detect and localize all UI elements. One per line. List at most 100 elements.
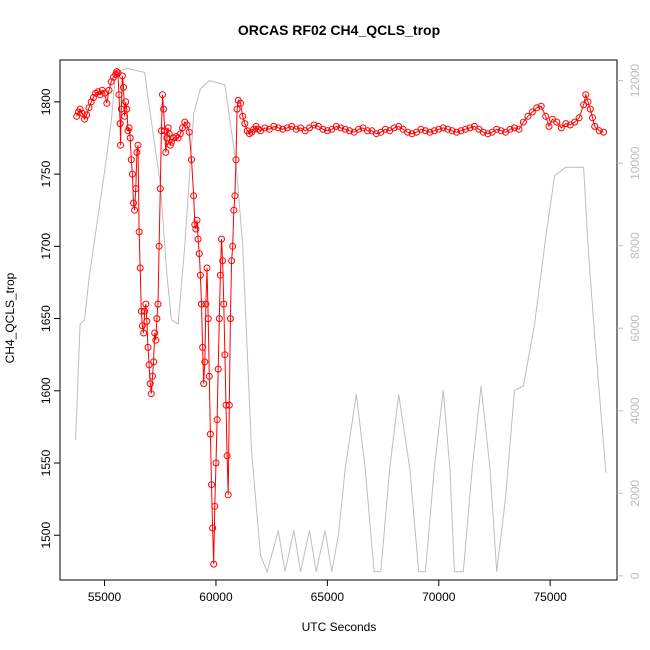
ch4-point: [135, 228, 143, 236]
ch4-point: [241, 120, 249, 128]
altitude-series: [75, 67, 607, 574]
ch4-point: [283, 124, 291, 132]
ch4-point: [89, 94, 97, 102]
ch4-point: [141, 307, 149, 315]
ch4-point: [195, 250, 203, 258]
y2-tick-label: 10000: [628, 146, 642, 180]
ch4-point: [457, 127, 465, 135]
ch4-point: [484, 130, 492, 138]
x-axis: 55000 60000 65000 70000 75000: [88, 580, 567, 604]
ch4-point: [226, 315, 234, 323]
ch4-point: [155, 242, 163, 250]
ch4-point: [147, 390, 155, 398]
ch4-point: [390, 124, 398, 132]
ch4-line: [76, 70, 604, 565]
y2-tick-label: 8000: [628, 232, 642, 259]
ch4-point: [479, 128, 487, 136]
ch4-point: [199, 343, 207, 351]
ch4-point: [206, 430, 214, 438]
ch4-point: [497, 127, 505, 135]
ch4-point: [372, 130, 380, 138]
ch4-point: [140, 329, 148, 337]
ch4-point: [138, 322, 146, 330]
ch4-point: [183, 121, 191, 129]
ch4-point: [208, 481, 215, 489]
ch4-point: [562, 120, 570, 128]
ch4-point: [519, 118, 527, 126]
ch4-point: [162, 148, 170, 156]
ch4-point: [103, 99, 111, 107]
y-tick-label: 1800: [39, 88, 53, 115]
ch4-point: [146, 380, 154, 388]
ch4-point: [231, 192, 239, 200]
ch4-point: [200, 380, 208, 388]
ch4-point: [85, 104, 93, 112]
ch4-point: [202, 300, 210, 308]
y-axis-right: 0 2000 4000 6000 8000 10000 12000: [617, 64, 642, 579]
ch4-point: [125, 124, 133, 132]
ch4-point: [537, 102, 545, 110]
ch4-point: [209, 524, 217, 532]
ch4-point: [435, 125, 443, 133]
ch4-point: [157, 127, 165, 135]
ch4-point: [153, 315, 161, 323]
y-tick-label: 1750: [39, 160, 53, 187]
ch4-point: [96, 91, 104, 99]
ch4-point: [426, 128, 434, 136]
ch4-point: [279, 125, 287, 133]
ch4-point: [220, 300, 228, 308]
ch4-point: [218, 235, 225, 243]
ch4-point: [542, 112, 550, 120]
ch4-point: [134, 141, 142, 149]
ch4-point: [439, 124, 447, 132]
ch4-point: [78, 109, 86, 117]
ch4-point: [274, 124, 282, 132]
ch4-point: [191, 221, 199, 229]
ch4-point: [193, 216, 201, 224]
ch4-point: [233, 105, 241, 113]
ch4-point: [130, 199, 137, 207]
ch4-point: [261, 124, 269, 132]
ch4-point: [194, 235, 202, 243]
ch4-point: [174, 134, 182, 142]
ch4-point: [167, 138, 175, 146]
ch4-point: [228, 257, 236, 265]
ch4-point: [152, 336, 160, 344]
ch4-point: [176, 130, 184, 138]
ch4-point: [589, 114, 596, 122]
ch4-point: [448, 127, 456, 135]
ch4-point: [230, 206, 238, 214]
ch4-point: [76, 105, 84, 113]
y-axis-label: CH4_QCLS_trop: [3, 272, 17, 363]
ch4-point: [571, 118, 579, 126]
y-tick-label: 1600: [39, 377, 53, 404]
ch4-point: [105, 86, 113, 94]
ch4-point: [224, 491, 232, 499]
ch4-point: [553, 118, 561, 126]
ch4-point: [219, 257, 227, 265]
ch4-point: [595, 127, 603, 135]
ch4-point: [586, 105, 594, 113]
ch4-point: [462, 125, 469, 133]
ch4-point: [132, 185, 140, 193]
ch4-point: [332, 122, 340, 130]
altitude-line: [75, 67, 607, 574]
ch4-point: [117, 141, 125, 149]
ch4-point: [466, 124, 474, 132]
ch4-point: [524, 112, 532, 120]
ch4-point: [160, 105, 168, 113]
ch4-point: [126, 134, 134, 142]
y2-tick-label: 4000: [628, 397, 642, 424]
ch4-point: [215, 315, 223, 323]
ch4-point: [81, 115, 88, 123]
ch4-point: [192, 225, 200, 233]
ch4-point: [204, 315, 212, 323]
ch4-point: [156, 185, 164, 193]
ch4-point: [528, 108, 536, 116]
ch4-point: [270, 122, 278, 130]
ch4-point: [188, 156, 195, 164]
ch4-point: [205, 372, 213, 380]
x-tick-label: 60000: [199, 590, 233, 604]
ch4-point: [198, 300, 205, 308]
ch4-point: [122, 98, 130, 106]
